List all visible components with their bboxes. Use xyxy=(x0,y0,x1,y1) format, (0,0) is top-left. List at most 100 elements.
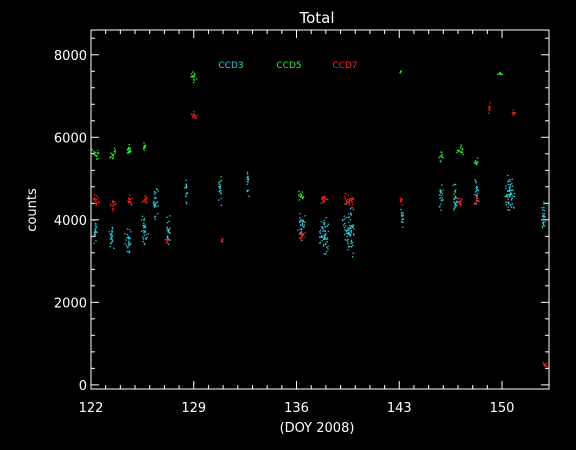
data-point xyxy=(113,204,115,206)
data-point xyxy=(344,223,346,225)
data-point xyxy=(352,225,354,228)
data-point xyxy=(218,183,220,185)
data-point xyxy=(143,218,145,220)
data-point xyxy=(507,201,509,204)
y-tick-label: 8000 xyxy=(54,49,87,64)
data-point xyxy=(142,240,144,243)
y-tick-label: 0 xyxy=(79,379,87,394)
data-point xyxy=(303,233,305,235)
data-point xyxy=(506,194,508,196)
data-point xyxy=(348,201,350,203)
data-point xyxy=(298,194,300,196)
data-point xyxy=(323,237,325,239)
data-point xyxy=(544,221,546,223)
data-point xyxy=(129,251,131,253)
data-point xyxy=(507,198,509,200)
data-point xyxy=(511,189,513,191)
data-point xyxy=(303,196,305,198)
data-point xyxy=(351,198,353,200)
data-point xyxy=(153,193,156,195)
data-point xyxy=(347,198,349,201)
data-point xyxy=(348,200,350,202)
data-point xyxy=(347,241,349,243)
data-point xyxy=(115,203,117,205)
data-point xyxy=(322,197,325,199)
data-point xyxy=(441,192,443,195)
data-point xyxy=(474,193,476,196)
data-point xyxy=(324,234,327,236)
data-point xyxy=(353,233,355,235)
data-point xyxy=(185,179,187,182)
data-point xyxy=(191,75,193,78)
data-point xyxy=(129,199,131,201)
data-point xyxy=(488,107,490,110)
data-point xyxy=(111,226,113,229)
data-point xyxy=(319,232,321,234)
data-point xyxy=(145,200,147,202)
data-point xyxy=(94,194,96,196)
data-point xyxy=(346,232,348,234)
data-point xyxy=(507,206,509,208)
data-point xyxy=(112,158,114,160)
data-point xyxy=(345,201,347,203)
data-point xyxy=(126,149,129,151)
data-point xyxy=(508,209,511,211)
data-point xyxy=(301,221,303,223)
data-point xyxy=(544,365,546,367)
data-point xyxy=(169,232,171,234)
data-point xyxy=(219,186,221,188)
data-point xyxy=(327,230,329,233)
data-point xyxy=(194,116,196,118)
data-point xyxy=(399,71,402,73)
data-point xyxy=(323,196,325,198)
data-point xyxy=(512,189,514,192)
data-point xyxy=(112,155,114,157)
data-point xyxy=(348,233,351,235)
data-point xyxy=(321,221,323,223)
data-point xyxy=(323,234,326,236)
data-point xyxy=(342,219,344,222)
data-point xyxy=(248,178,250,181)
data-point xyxy=(128,237,130,239)
data-point xyxy=(129,149,131,151)
data-point xyxy=(509,185,511,188)
legend: CCD3 CCD5 CCD7 xyxy=(218,61,357,71)
data-point xyxy=(475,191,477,193)
data-point xyxy=(111,238,113,240)
data-point xyxy=(454,197,456,200)
data-point xyxy=(144,202,147,204)
data-point xyxy=(298,195,300,197)
data-point xyxy=(326,237,329,239)
data-point xyxy=(144,224,146,226)
data-point xyxy=(400,70,402,72)
data-point xyxy=(439,190,441,192)
data-point xyxy=(461,151,463,154)
data-point xyxy=(125,239,127,241)
data-point xyxy=(349,227,351,230)
data-point xyxy=(222,238,224,240)
data-point xyxy=(321,196,323,198)
data-point xyxy=(95,151,97,153)
data-point xyxy=(460,151,462,153)
data-point xyxy=(155,197,157,200)
data-point xyxy=(145,197,147,200)
data-point xyxy=(458,203,461,205)
x-tick-label: 122 xyxy=(79,401,104,416)
data-point xyxy=(156,213,159,215)
data-point xyxy=(324,198,326,200)
data-point xyxy=(508,186,510,189)
data-point xyxy=(93,151,95,153)
data-point xyxy=(299,217,301,219)
data-point xyxy=(347,249,349,251)
data-point xyxy=(509,189,511,191)
data-point xyxy=(477,189,479,192)
data-point xyxy=(146,201,148,204)
data-point xyxy=(542,362,544,364)
data-point xyxy=(475,163,477,165)
data-point xyxy=(345,230,348,233)
data-point xyxy=(505,187,507,190)
data-point xyxy=(400,200,403,202)
data-point xyxy=(127,237,129,239)
data-point xyxy=(455,201,458,203)
data-point xyxy=(301,222,304,225)
